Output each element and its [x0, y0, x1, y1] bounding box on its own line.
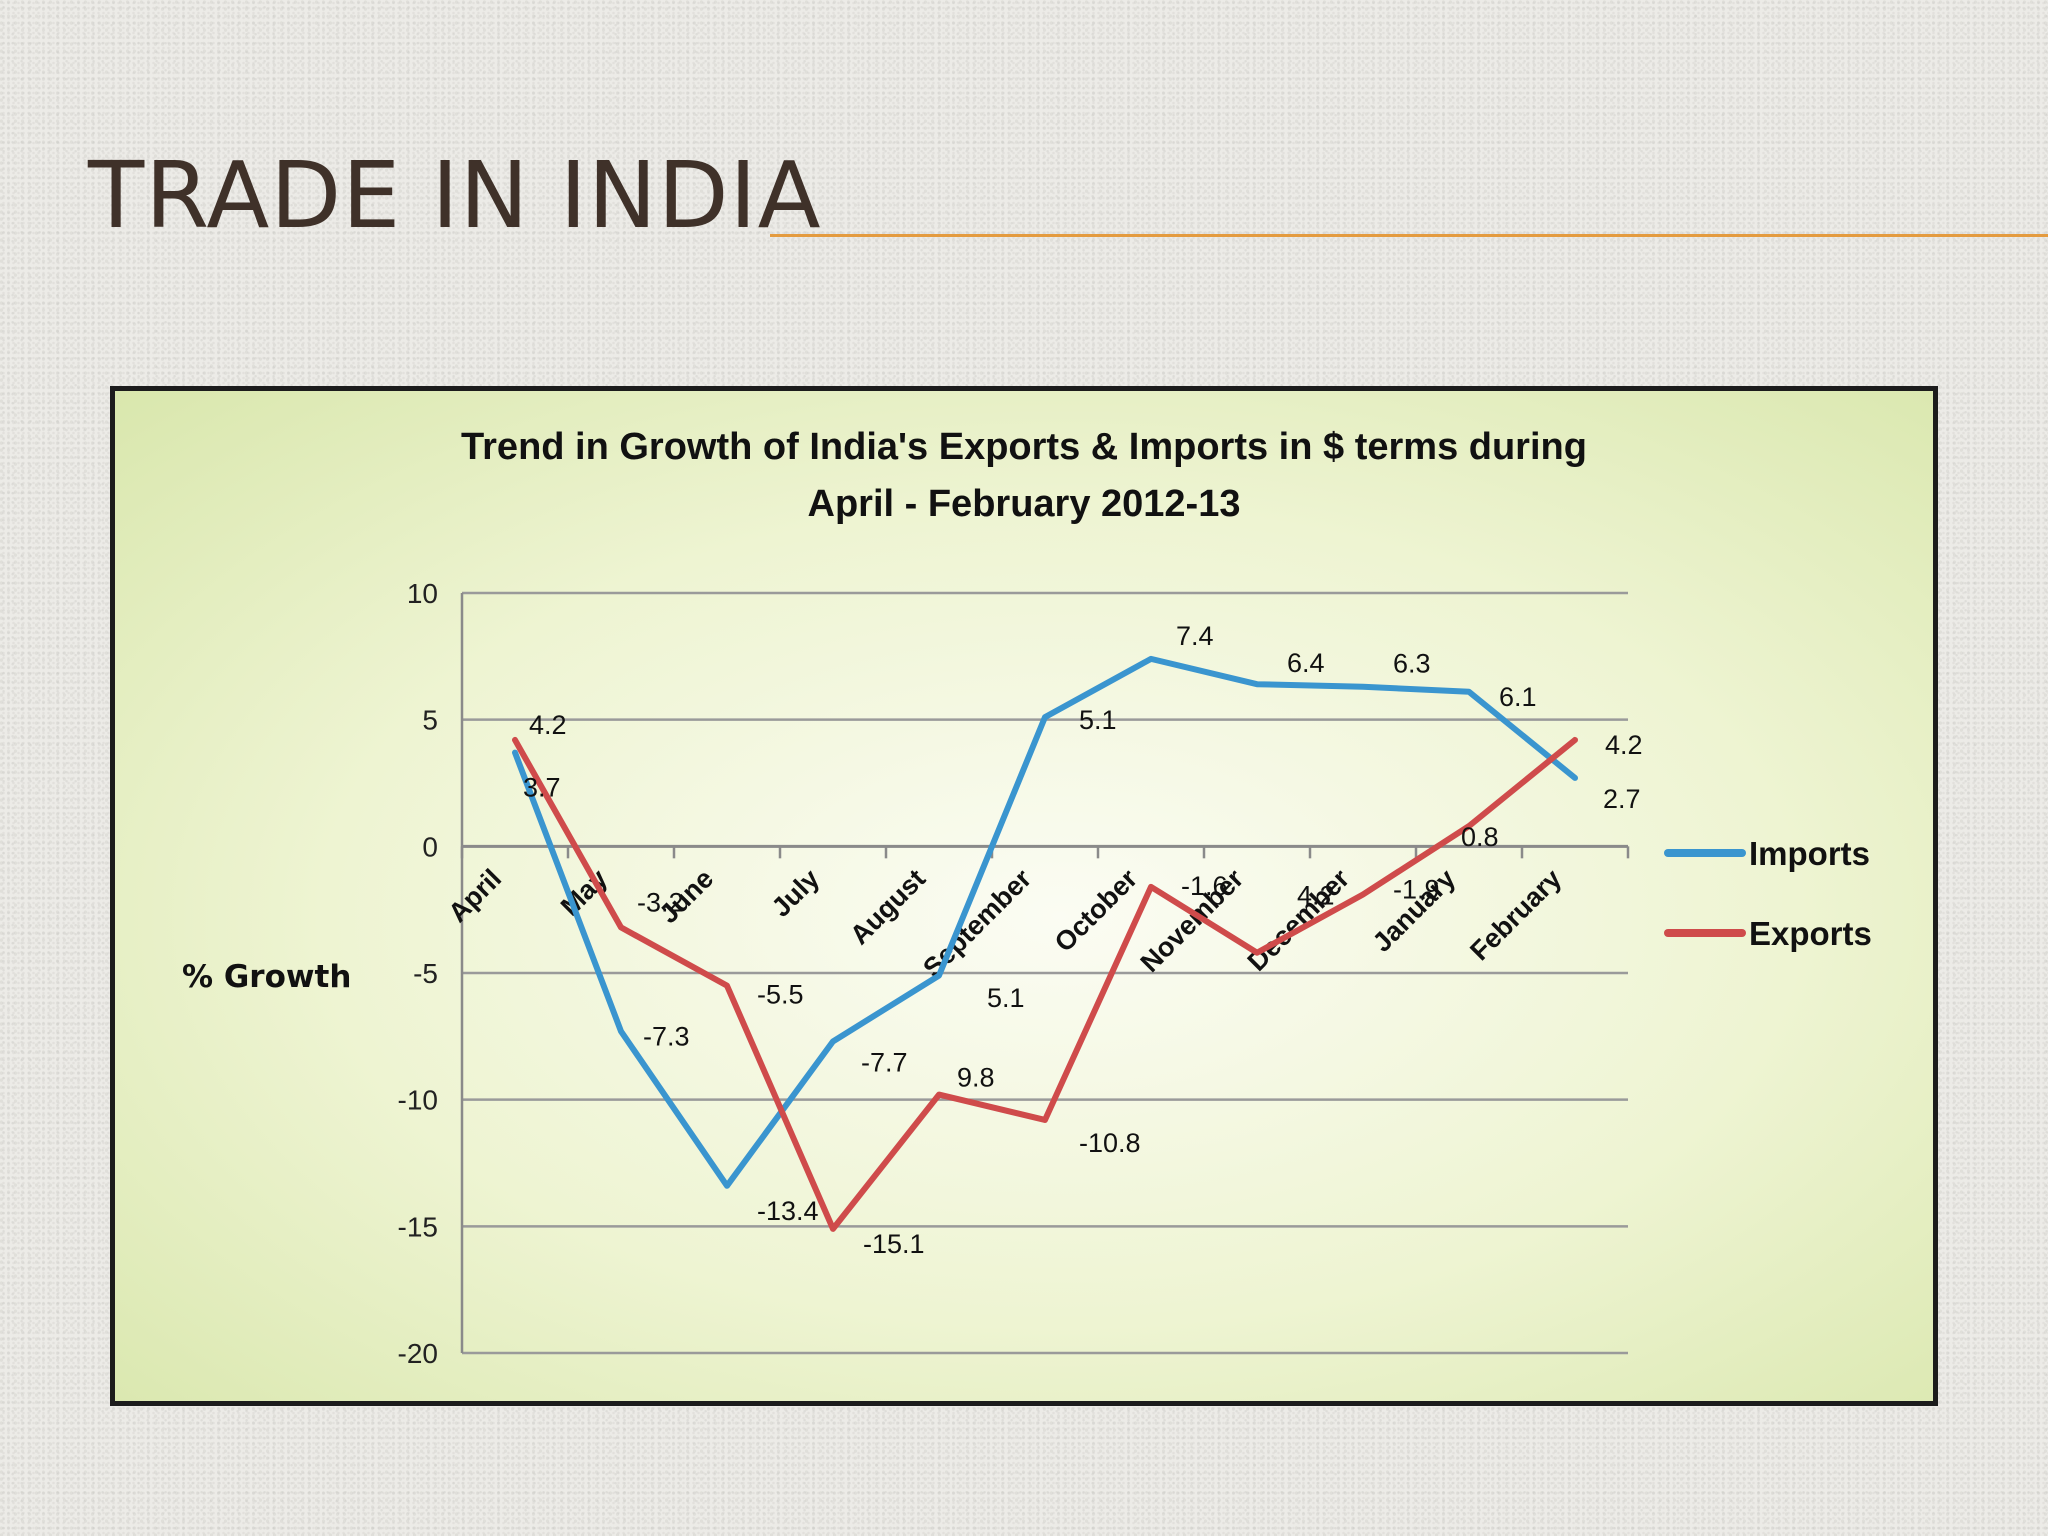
chart-frame: Trend in Growth of India's Exports & Imp…	[110, 386, 1938, 1406]
data-label-imports: 6.1	[1499, 682, 1537, 712]
y-axis-ticks: 10 5 0 -5 -10 -15 -20	[398, 578, 438, 1369]
data-label-exports: 0.8	[1461, 822, 1499, 852]
data-label-exports: 9.8	[957, 1063, 995, 1093]
series-lines	[512, 655, 1578, 1232]
legend: Imports Exports	[1664, 835, 1872, 952]
category-label: April	[443, 863, 508, 928]
y-tick-label: -5	[413, 958, 438, 989]
chart-title-group: Trend in Growth of India's Exports & Imp…	[461, 426, 1587, 525]
data-label-imports: 5.1	[1079, 705, 1117, 735]
category-label: October	[1049, 863, 1144, 958]
title-rule	[770, 234, 2048, 237]
y-tick-label: 5	[422, 705, 438, 736]
y-tick-label: -10	[398, 1085, 438, 1116]
data-label-imports: 3.7	[523, 773, 561, 803]
data-label-imports: 7.4	[1176, 621, 1214, 651]
y-tick-label: 10	[407, 578, 438, 609]
data-label-exports: -5.5	[757, 980, 804, 1010]
data-label-exports: -10.8	[1079, 1128, 1141, 1158]
y-tick-label: 0	[422, 831, 438, 862]
data-label-exports: 4.2	[1605, 730, 1643, 760]
line-chart: Trend in Growth of India's Exports & Imp…	[182, 426, 1872, 1369]
slide-title: TRADE IN INDIA	[88, 142, 822, 249]
data-label-imports: -7.7	[861, 1047, 908, 1077]
category-label: August	[844, 863, 931, 950]
data-label-imports: 6.4	[1287, 648, 1325, 678]
data-label-imports: 2.7	[1603, 784, 1641, 814]
series-line-exports	[512, 736, 1578, 1232]
data-label-imports: 5.1	[987, 983, 1025, 1013]
data-label-imports: -7.3	[643, 1021, 690, 1051]
chart-title-line-2: April - February 2012-13	[808, 483, 1241, 525]
data-label-exports: -1.6	[1181, 871, 1228, 901]
y-tick-label: -20	[398, 1338, 438, 1369]
data-label-exports: -15.1	[863, 1229, 925, 1259]
category-label: July	[766, 863, 825, 922]
data-labels: 3.7 -7.3 -13.4 -7.7 5.1 5.1 7.4 6.4 6.3 6.1 2.7 4.2…	[523, 621, 1643, 1259]
category-label: February	[1464, 863, 1567, 966]
series-line-imports	[512, 655, 1578, 1189]
chart-title-line-1: Trend in Growth of India's Exports & Imp…	[461, 426, 1587, 468]
data-label-exports: 4.2	[1297, 881, 1335, 911]
data-label-imports: -13.4	[757, 1196, 819, 1226]
gridlines	[460, 591, 1628, 1355]
data-label-exports: -3.2	[637, 887, 684, 917]
data-label-exports: 4.2	[529, 710, 567, 740]
legend-label-exports: Exports	[1749, 915, 1872, 952]
y-tick-label: -15	[398, 1211, 438, 1242]
data-label-exports: -1.9	[1393, 874, 1440, 904]
legend-label-imports: Imports	[1749, 835, 1870, 872]
data-label-imports: 6.3	[1393, 649, 1431, 679]
y-axis-label: % Growth	[182, 959, 351, 995]
